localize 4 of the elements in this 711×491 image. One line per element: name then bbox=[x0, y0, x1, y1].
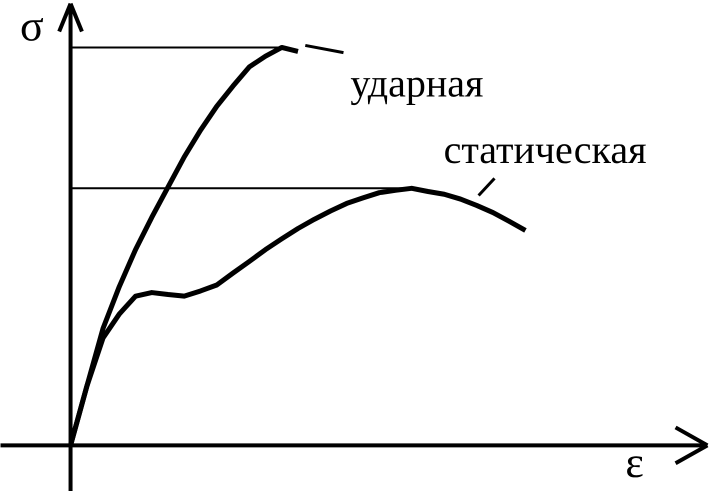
y-axis-title: σ bbox=[20, 2, 44, 51]
legend-label: ударная bbox=[350, 60, 484, 106]
series-label: статическая bbox=[444, 127, 647, 172]
x-axis-title: ε bbox=[625, 438, 644, 488]
